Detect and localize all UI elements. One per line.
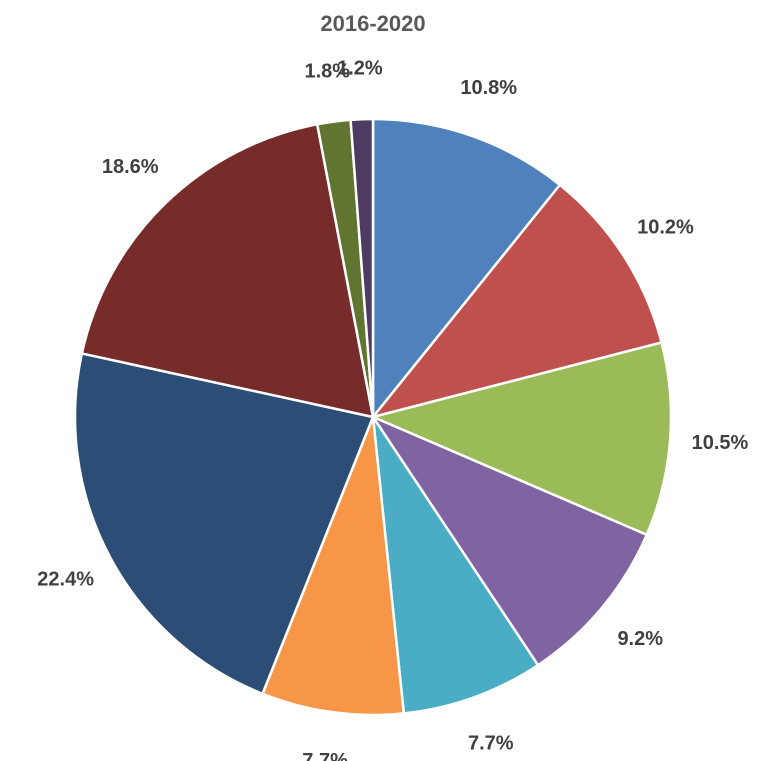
data-label: 18.6% — [102, 156, 159, 178]
pie-slice — [260, 416, 406, 717]
pie-slice — [349, 117, 375, 418]
data-label: 10.8% — [460, 77, 517, 99]
chart-title: 2016-2020 — [320, 11, 425, 36]
pie-slice — [73, 351, 375, 696]
data-label: 10.5% — [692, 432, 749, 454]
pie-slice — [80, 122, 375, 419]
data-label: 7.7% — [468, 733, 514, 755]
data-label: 1.2% — [337, 58, 383, 80]
pie-slice — [369, 414, 649, 667]
data-label: 7.7% — [302, 750, 348, 761]
pie-slice — [369, 183, 664, 420]
pie-slice — [371, 117, 562, 421]
data-label: 9.2% — [617, 628, 663, 650]
data-label: 22.4% — [37, 568, 94, 590]
pie-slice — [369, 340, 673, 537]
pie-slice — [371, 416, 540, 715]
data-label: 1.8% — [304, 60, 350, 82]
data-label: 10.2% — [637, 217, 694, 239]
